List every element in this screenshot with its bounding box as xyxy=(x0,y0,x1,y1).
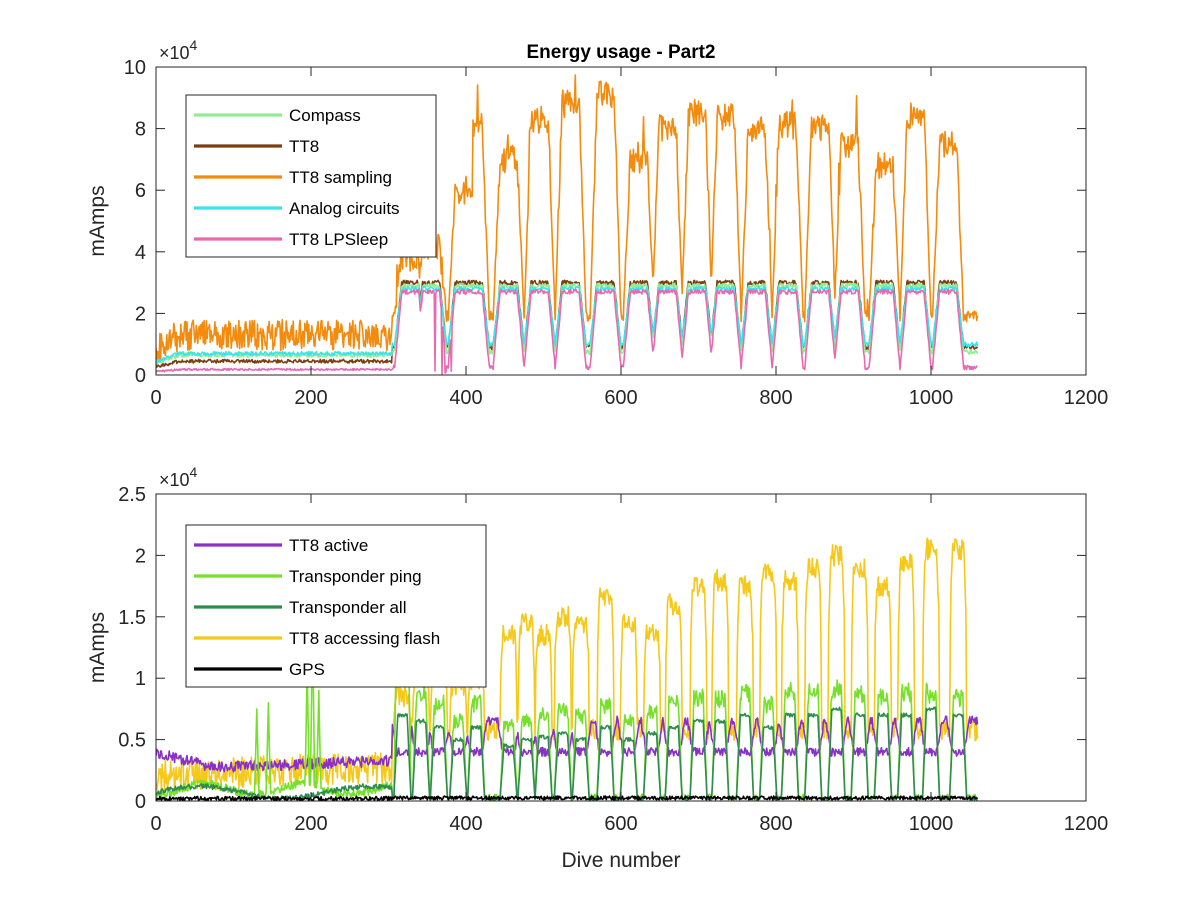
plot-energy-part2: 0 200 400 600 800 1000 1200 0 2 4 6 8 10 ×104 mAmps Ene… xyxy=(86,37,1108,409)
y-tick-label: 2 xyxy=(135,303,146,325)
x-tick-label: 800 xyxy=(759,813,792,835)
x-tick-label: 1000 xyxy=(909,813,954,835)
x-tick-label: 600 xyxy=(604,387,637,409)
y-tick-label: 6 xyxy=(135,180,146,202)
series-line-gps xyxy=(156,795,979,801)
x-tick-label: 1200 xyxy=(1064,387,1109,409)
chart-title: Energy usage - Part2 xyxy=(526,42,715,63)
series-line-active xyxy=(156,715,979,773)
series-line-flash xyxy=(156,537,979,793)
x-tick-label: 0 xyxy=(150,387,161,409)
y-tick-label: 8 xyxy=(135,119,146,141)
y-tick-label: 1.5 xyxy=(118,607,146,629)
legend-label-compass: Compass xyxy=(289,106,361,125)
y-tick-label: 2.5 xyxy=(118,484,146,506)
legend-label-tall: Transponder all xyxy=(289,598,407,617)
legend-label-gps: GPS xyxy=(289,660,325,679)
y-tick-label: 0.5 xyxy=(118,730,146,752)
y-multiplier: ×104 xyxy=(159,37,198,63)
x-tick-label: 1200 xyxy=(1064,813,1109,835)
y-axis-label: mAmps xyxy=(86,612,109,683)
x-tick-label: 400 xyxy=(449,387,482,409)
series-line-ping xyxy=(156,531,979,801)
x-axis-label: Dive number xyxy=(561,849,680,872)
y-axis-label: mAmps xyxy=(86,185,109,256)
legend-label-tt8: TT8 xyxy=(289,137,319,156)
series-lines xyxy=(156,74,979,375)
y-tick-label: 10 xyxy=(124,57,146,79)
x-tick-label: 200 xyxy=(294,387,327,409)
legend-label-flash: TT8 accessing flash xyxy=(289,629,440,648)
legend-label-ping: Transponder ping xyxy=(289,567,422,586)
x-tick-label: 600 xyxy=(604,813,637,835)
y-tick-label: 2 xyxy=(135,545,146,567)
legend: Compass TT8 TT8 sampling Analog circuits TT8… xyxy=(185,94,437,258)
series-lines xyxy=(156,531,979,801)
y-tick-label: 0 xyxy=(135,791,146,813)
legend-label-sampling: TT8 sampling xyxy=(289,168,392,187)
x-tick-label: 800 xyxy=(759,387,792,409)
legend-label-lpsleep: TT8 LPSleep xyxy=(289,230,388,249)
x-tick-label: 400 xyxy=(449,813,482,835)
plot-transponder-flash: 0 200 400 600 800 1000 1200 0 0.5 1 1.5 2 2.5 ×104 mAm… xyxy=(86,464,1108,872)
y-tick-label: 4 xyxy=(135,242,146,264)
y-tick-label: 0 xyxy=(135,365,146,387)
legend: TT8 active Transponder ping Transponder al… xyxy=(185,524,487,688)
series-line-sampling xyxy=(156,74,979,366)
x-tick-label: 200 xyxy=(294,813,327,835)
legend-label-analog: Analog circuits xyxy=(289,199,400,218)
x-tick-label: 0 xyxy=(150,813,161,835)
series-line-lpsleep xyxy=(156,288,978,375)
x-tick-label: 1000 xyxy=(909,387,954,409)
y-multiplier: ×104 xyxy=(159,464,198,490)
legend-label-active: TT8 active xyxy=(289,536,368,555)
y-tick-label: 1 xyxy=(135,668,146,690)
